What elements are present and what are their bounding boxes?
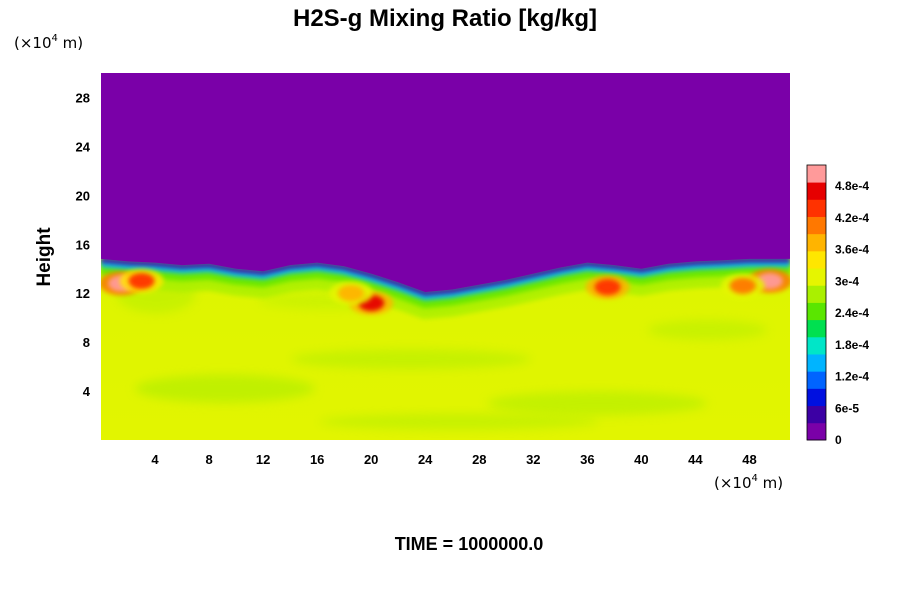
feature-core-6 <box>730 278 756 294</box>
feature-core-4 <box>595 279 621 295</box>
x-tick-label: 16 <box>310 452 324 467</box>
colorbar-swatch <box>807 354 826 372</box>
colorbar-swatch <box>807 337 826 355</box>
y-tick-label: 8 <box>83 335 90 350</box>
colorbar-tick-label: 6e-5 <box>835 401 859 415</box>
colorbar-swatch <box>807 320 826 338</box>
texture-swirl-1 <box>291 349 531 369</box>
colorbar-swatch <box>807 371 826 389</box>
colorbar-swatch <box>807 268 826 286</box>
x-tick-label: 4 <box>151 452 159 467</box>
y-axis-label: Height <box>34 227 55 287</box>
x-tick-label: 28 <box>472 452 486 467</box>
colorbar: 0 6e-5 1.2e-4 1.8e-4 2.4e-4 3e-4 3.6e-4 4.2e-4 4… <box>807 165 869 447</box>
feature-core-1 <box>129 273 155 289</box>
colorbar-tick-label: 2.4e-4 <box>835 306 869 320</box>
x-axis-unit: (×104 m) <box>714 473 783 492</box>
colorbar-swatch <box>807 234 826 252</box>
colorbar-swatch <box>807 285 826 303</box>
colorbar-swatch <box>807 217 826 235</box>
colorbar-tick-label: 3e-4 <box>835 274 859 288</box>
x-axis-ticks: 4 8 12 16 20 24 28 32 36 40 44 48 <box>151 452 756 467</box>
x-tick-label: 8 <box>205 452 212 467</box>
colorbar-swatch <box>807 388 826 406</box>
colorbar-swatch <box>807 165 826 183</box>
feature-core-3 <box>338 285 364 301</box>
svg-text:(×104 m): (×104 m) <box>14 33 83 52</box>
colorbar-swatch <box>807 182 826 200</box>
texture-swirl-2 <box>487 391 707 415</box>
x-tick-label: 24 <box>418 452 433 467</box>
y-tick-label: 12 <box>76 286 90 301</box>
colorbar-tick-label: 0 <box>835 433 842 447</box>
y-tick-label: 16 <box>76 237 90 252</box>
x-tick-label: 36 <box>580 452 594 467</box>
colorbar-tick-label: 1.8e-4 <box>835 338 869 352</box>
y-tick-label: 4 <box>83 384 91 399</box>
colorbar-tick-label: 3.6e-4 <box>835 243 869 257</box>
texture-swirl-7 <box>319 414 599 430</box>
x-tick-label: 44 <box>688 452 703 467</box>
time-label: TIME = 1000000.0 <box>395 534 544 554</box>
colorbar-tick-label: 4.2e-4 <box>835 211 869 225</box>
y-axis-unit: (×104 m) <box>14 33 83 52</box>
texture-swirl-0 <box>135 375 315 403</box>
x-tick-label: 40 <box>634 452 648 467</box>
colorbar-swatch <box>807 251 826 269</box>
colorbar-swatch <box>807 406 826 424</box>
texture-swirl-5 <box>647 320 767 340</box>
plot-area <box>99 73 791 440</box>
colorbar-swatch <box>807 303 826 321</box>
chart-title: H2S-g Mixing Ratio [kg/kg] <box>293 5 597 32</box>
y-tick-label: 20 <box>76 188 90 203</box>
colorbar-swatch <box>807 423 826 441</box>
colorbar-swatch <box>807 199 826 217</box>
x-tick-label: 20 <box>364 452 378 467</box>
svg-text:(×104 m): (×104 m) <box>714 473 783 492</box>
y-tick-label: 24 <box>76 139 91 154</box>
heatmap-upper-field <box>101 73 790 292</box>
x-tick-label: 32 <box>526 452 540 467</box>
colorbar-tick-label: 1.2e-4 <box>835 370 869 384</box>
x-tick-label: 12 <box>256 452 270 467</box>
colorbar-tick-label: 4.8e-4 <box>835 179 869 193</box>
y-tick-label: 28 <box>76 91 90 106</box>
y-axis-ticks: 4 8 12 16 20 24 28 <box>76 91 91 400</box>
x-tick-label: 48 <box>742 452 756 467</box>
